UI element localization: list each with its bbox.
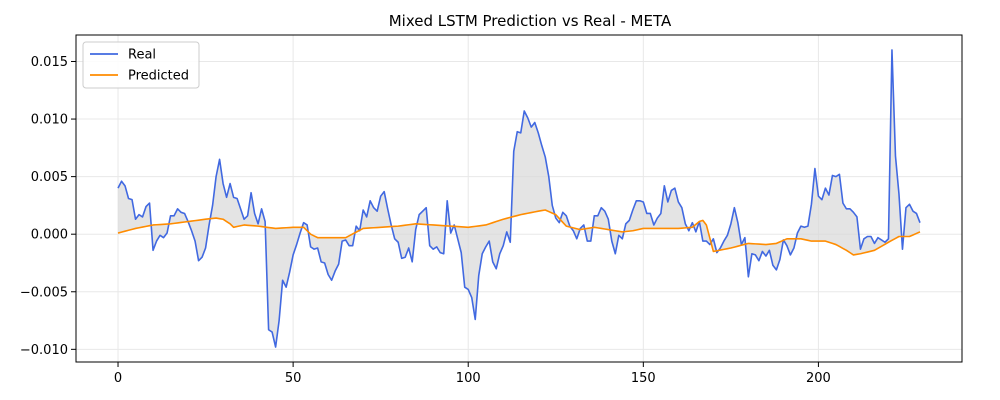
x-tick-label: 50 — [285, 371, 302, 386]
plot-area — [75, 34, 963, 363]
y-tick-label: 0.005 — [31, 170, 68, 185]
x-tick-label: 150 — [631, 371, 656, 386]
real-predicted-difference-area — [118, 49, 920, 348]
y-tick-label: 0.000 — [31, 228, 68, 243]
x-tick-label: 0 — [114, 371, 122, 386]
x-tick-label: 200 — [806, 371, 831, 386]
plot-frame — [75, 34, 963, 363]
chart-title: Mixed LSTM Prediction vs Real - META — [389, 12, 672, 30]
y-tick-label: −0.005 — [20, 285, 68, 300]
y-tick-label: 0.015 — [31, 55, 68, 70]
difference-fill — [118, 49, 920, 348]
y-axis: −0.010 −0.005 0.000 0.005 0.010 0.015 — [20, 55, 76, 358]
x-tick-label: 100 — [456, 371, 481, 386]
legend-label: Predicted — [128, 69, 189, 84]
y-tick-label: 0.010 — [31, 113, 68, 128]
series-line-predicted — [117, 209, 921, 256]
legend-label: Real — [128, 48, 156, 63]
y-tick-label: −0.010 — [20, 343, 68, 358]
legend: Real Predicted — [82, 41, 200, 89]
series-layer — [117, 49, 921, 348]
series-line-real — [117, 49, 921, 348]
x-axis: 0 50 100 150 200 — [114, 362, 831, 386]
